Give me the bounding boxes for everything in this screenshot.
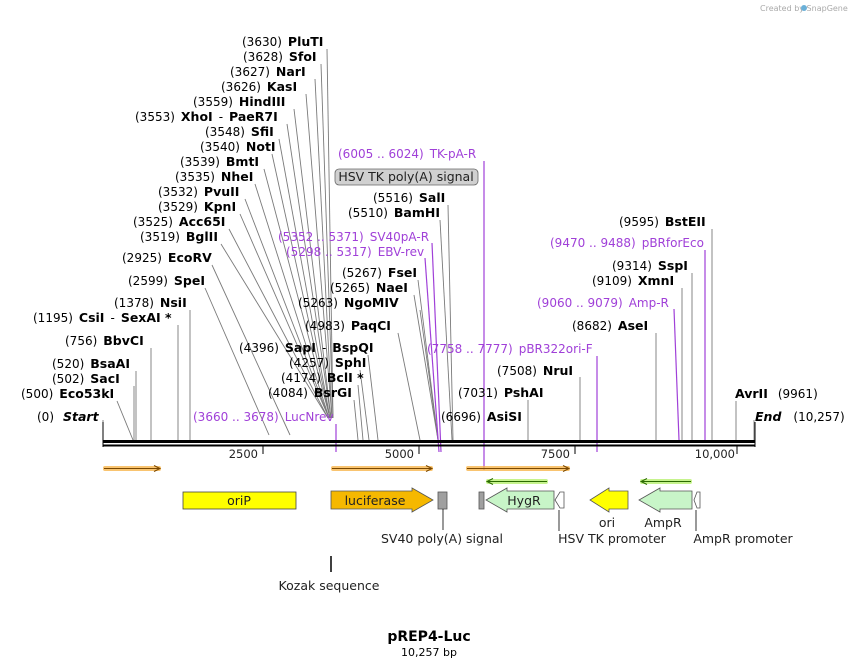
site-sali[interactable]: (5516) SalI	[373, 190, 445, 205]
features: oriP luciferase SV40 poly(A) signal HygR…	[182, 168, 794, 593]
site-pluti[interactable]: (3630) PluTI	[242, 34, 323, 49]
oriP-label: oriP	[227, 493, 251, 508]
tick-7500: 7500	[541, 447, 570, 461]
plasmid-title: pREP4-Luc	[387, 629, 470, 645]
site-sfoi[interactable]: (3628) SfoI	[243, 49, 317, 64]
site-nari[interactable]: (3627) NarI	[230, 64, 306, 79]
hsv-tk-polya-box-label: HSV TK poly(A) signal	[338, 169, 473, 184]
site-pvuii[interactable]: (3532) PvuII	[158, 184, 239, 199]
feature-hsv-tk-polya[interactable]	[478, 491, 485, 510]
feature-kozak[interactable]: Kozak sequence	[279, 556, 380, 593]
primer-lucnrev[interactable]: (3660 .. 3678) LucNrev	[193, 410, 334, 424]
site-hindiii[interactable]: (3559) HindIII	[193, 94, 285, 109]
site-kpni[interactable]: (3529) KpnI	[158, 199, 236, 214]
primer-labels: (6005 .. 6024) TK-pA-R (5352 .. 5371) SV40…	[193, 147, 704, 424]
feature-ampR[interactable]: AmpR	[638, 487, 693, 530]
feature-oriP[interactable]: oriP	[182, 491, 297, 510]
primer-amp-r[interactable]: (9060 .. 9079) Amp-R	[537, 296, 669, 310]
primer-ebv-rev[interactable]: (5298 .. 5317) EBV-rev	[286, 245, 424, 259]
feature-hsv-tk-promoter[interactable]: HSV TK promoter	[554, 491, 667, 546]
site-start: (0) Start	[37, 409, 100, 424]
site-labels: (3630) PluTI (3628) SfoI (3627) NarI (3626)…	[21, 34, 845, 424]
feature-ampR-promoter[interactable]: AmpR promoter	[693, 491, 794, 546]
feature-hygR[interactable]: HygR	[485, 487, 555, 513]
feature-sv40-polya[interactable]: SV40 poly(A) signal	[381, 491, 503, 546]
tick-5000: 5000	[385, 447, 414, 461]
site-paqci[interactable]: (4983) PaqCI	[305, 318, 391, 333]
sv40-polya-label: SV40 poly(A) signal	[381, 531, 503, 546]
primer-leaders	[335, 161, 706, 470]
primer-sv40pa-r[interactable]: (5352 .. 5371) SV40pA-R	[278, 230, 429, 244]
site-nsii[interactable]: (1378) NsiI	[114, 295, 187, 310]
primer-pbr322ori-f[interactable]: (7758 .. 7777) pBR322ori-F	[427, 342, 593, 356]
site-asisi[interactable]: (6696) AsiSI	[441, 409, 522, 424]
site-bamhi[interactable]: (5510) BamHI	[348, 205, 440, 220]
site-bsaai[interactable]: (520) BsaAI	[52, 356, 130, 371]
site-sfii[interactable]: (3548) SfiI	[205, 124, 274, 139]
site-ecorv[interactable]: (2925) EcoRV	[122, 250, 212, 265]
site-pshai[interactable]: (7031) PshAI	[458, 385, 544, 400]
site-xhoi[interactable]: (3553) XhoI - PaeR7I	[135, 109, 278, 124]
site-bcli[interactable]: (4174) BclI *	[281, 370, 364, 385]
feature-luciferase[interactable]: luciferase	[330, 487, 434, 513]
hsv-tk-promoter-label: HSV TK promoter	[558, 531, 667, 546]
site-acc65i[interactable]: (3525) Acc65I	[133, 214, 225, 229]
ampR-promoter-label: AmpR promoter	[693, 531, 793, 546]
ori-label: ori	[599, 515, 615, 530]
site-csii[interactable]: (1195) CsiI - SexAI *	[33, 310, 172, 325]
site-bglii[interactable]: (3519) BglII	[140, 229, 218, 244]
site-kasi[interactable]: (3626) KasI	[221, 79, 297, 94]
plasmid-length: 10,257 bp	[401, 646, 457, 659]
hygR-label: HygR	[507, 493, 541, 508]
snapgene-watermark: Created by SnapGene	[760, 4, 848, 13]
site-noti[interactable]: (3540) NotI	[200, 139, 276, 154]
tick-2500: 2500	[229, 447, 258, 461]
sequence-backbone: 2500 5000 7500 10,000	[102, 422, 756, 461]
site-sapi[interactable]: (4396) SapI - BspQI	[239, 340, 374, 355]
site-asei[interactable]: (8682) AseI	[572, 318, 648, 333]
feature-ori[interactable]: ori	[589, 487, 629, 530]
site-naei[interactable]: (5265) NaeI	[330, 280, 408, 295]
primer-pbrforeco[interactable]: (9470 .. 9488) pBRforEco	[550, 236, 704, 250]
tick-10000: 10,000	[695, 447, 735, 461]
site-sphi[interactable]: (4257) SphI	[289, 355, 366, 370]
site-bsrgi[interactable]: (4084) BsrGI	[268, 385, 352, 400]
luciferase-label: luciferase	[345, 493, 406, 508]
primer-bind-arrows	[103, 465, 692, 485]
feature-hsv-tk-polya-box[interactable]: HSV TK poly(A) signal	[334, 168, 479, 186]
site-bsteii[interactable]: (9595) BstEII	[619, 214, 706, 229]
snapgene-logo-icon	[801, 5, 807, 11]
map-title-block: pREP4-Luc 10,257 bp	[387, 629, 470, 659]
site-eco53ki[interactable]: (500) Eco53kI	[21, 386, 114, 401]
site-fsei[interactable]: (5267) FseI	[342, 265, 417, 280]
site-xmni[interactable]: (9109) XmnI	[592, 273, 674, 288]
site-nrui[interactable]: (7508) NruI	[497, 363, 573, 378]
site-bmti[interactable]: (3539) BmtI	[180, 154, 259, 169]
site-saci[interactable]: (502) SacI	[52, 371, 120, 386]
site-ngomiv[interactable]: (5263) NgoMIV	[298, 295, 399, 310]
site-end: End (10,257)	[755, 409, 845, 424]
kozak-label: Kozak sequence	[279, 578, 380, 593]
ampR-label: AmpR	[644, 515, 682, 530]
site-avrii[interactable]: AvrII (9961)	[735, 386, 818, 401]
primer-tk-pa-r[interactable]: (6005 .. 6024) TK-pA-R	[338, 147, 476, 161]
site-spei[interactable]: (2599) SpeI	[128, 273, 205, 288]
site-nhei[interactable]: (3535) NheI	[175, 169, 253, 184]
site-sspi[interactable]: (9314) SspI	[612, 258, 688, 273]
site-bbvci[interactable]: (756) BbvCI	[65, 333, 144, 348]
